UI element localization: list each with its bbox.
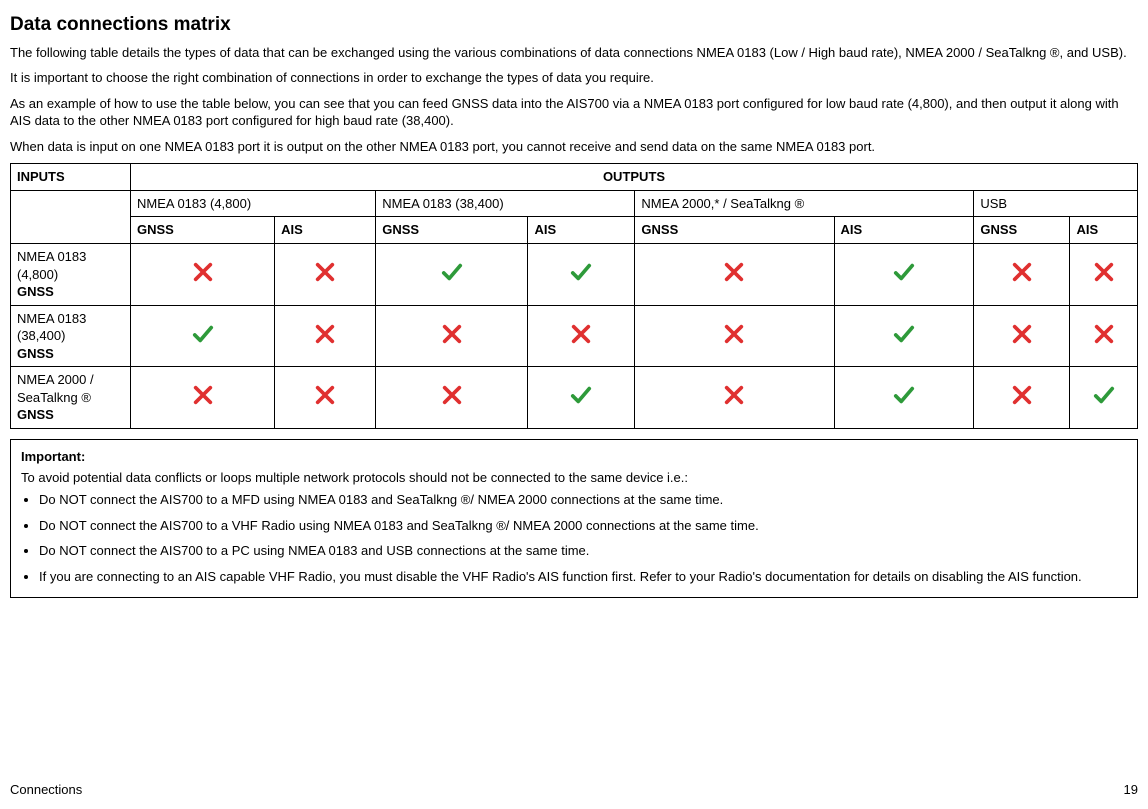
output-group-header: NMEA 0183 (4,800) [131,190,376,217]
output-sub-header: AIS [1070,217,1138,244]
cross-cell [1070,305,1138,367]
cross-icon [1011,261,1033,283]
table-row: NMEA 2000 /SeaTalkng ®GNSS [11,367,1138,429]
cross-cell [974,305,1070,367]
output-sub-header: AIS [834,217,974,244]
header-blank [11,190,131,243]
important-bullet: Do NOT connect the AIS700 to a VHF Radio… [39,517,1127,535]
cross-cell [275,305,376,367]
row-label: NMEA 0183(4,800)GNSS [11,244,131,306]
check-icon [192,323,214,345]
check-cell [834,244,974,306]
cross-cell [376,367,528,429]
table-row: NMEA 0183(4,800)GNSS [11,244,1138,306]
check-icon [441,261,463,283]
check-cell [528,244,635,306]
check-icon [893,384,915,406]
check-icon [893,323,915,345]
cross-icon [723,323,745,345]
cross-cell [974,244,1070,306]
cross-icon [723,261,745,283]
cross-icon [314,384,336,406]
intro-paragraph: As an example of how to use the table be… [10,95,1138,130]
intro-paragraph: When data is input on one NMEA 0183 port… [10,138,1138,156]
output-sub-header: GNSS [376,217,528,244]
output-sub-header: GNSS [974,217,1070,244]
cross-icon [192,261,214,283]
row-label: NMEA 2000 /SeaTalkng ®GNSS [11,367,131,429]
important-intro: To avoid potential data conflicts or loo… [21,469,1127,487]
cross-icon [570,323,592,345]
check-cell [131,305,275,367]
cross-icon [1011,384,1033,406]
row-label: NMEA 0183(38,400)GNSS [11,305,131,367]
check-cell [1070,367,1138,429]
cross-icon [192,384,214,406]
cross-cell [131,367,275,429]
output-sub-header: GNSS [131,217,275,244]
important-box: Important: To avoid potential data confl… [10,439,1138,598]
check-cell [376,244,528,306]
cross-icon [441,323,463,345]
intro-paragraph: It is important to choose the right comb… [10,69,1138,87]
output-sub-header: AIS [275,217,376,244]
check-cell [834,367,974,429]
cross-icon [314,261,336,283]
important-title: Important: [21,448,1127,466]
cross-cell [635,244,834,306]
output-group-header: USB [974,190,1138,217]
header-outputs: OUTPUTS [131,164,1138,191]
cross-cell [635,305,834,367]
cross-icon [1093,261,1115,283]
cross-icon [1011,323,1033,345]
output-sub-header: AIS [528,217,635,244]
output-group-header: NMEA 0183 (38,400) [376,190,635,217]
footer: Connections 19 [10,781,1138,799]
header-inputs: INPUTS [11,164,131,191]
check-icon [570,261,592,283]
cross-cell [376,305,528,367]
intro-paragraph: The following table details the types of… [10,44,1138,62]
cross-cell [131,244,275,306]
important-bullet: If you are connecting to an AIS capable … [39,568,1127,586]
page-title: Data connections matrix [10,12,1138,38]
important-bullet: Do NOT connect the AIS700 to a MFD using… [39,491,1127,509]
cross-cell [635,367,834,429]
matrix-table: INPUTS OUTPUTS NMEA 0183 (4,800)NMEA 018… [10,163,1138,429]
check-cell [834,305,974,367]
cross-icon [441,384,463,406]
cross-cell [275,244,376,306]
check-cell [528,367,635,429]
footer-right: 19 [1124,781,1138,799]
cross-cell [974,367,1070,429]
cross-icon [1093,323,1115,345]
cross-icon [723,384,745,406]
important-bullet: Do NOT connect the AIS700 to a PC using … [39,542,1127,560]
cross-cell [528,305,635,367]
cross-icon [314,323,336,345]
cross-cell [275,367,376,429]
check-icon [570,384,592,406]
output-sub-header: GNSS [635,217,834,244]
check-icon [1093,384,1115,406]
footer-left: Connections [10,781,82,799]
table-row: NMEA 0183(38,400)GNSS [11,305,1138,367]
check-icon [893,261,915,283]
output-group-header: NMEA 2000,* / SeaTalkng ® [635,190,974,217]
cross-cell [1070,244,1138,306]
